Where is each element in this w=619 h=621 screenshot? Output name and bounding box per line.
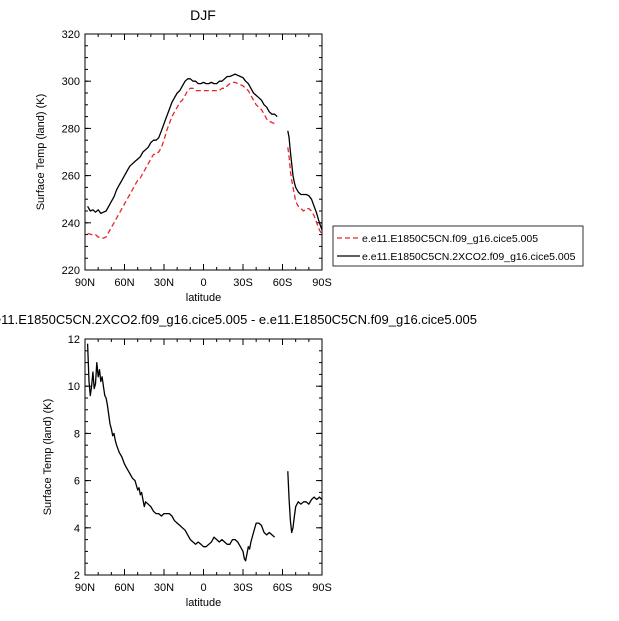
x-tick-label: 30S xyxy=(233,582,253,594)
legend: e.e11.E1850C5CN.f09_g16.cice5.005 e.e11.E… xyxy=(332,225,584,267)
y-axis-label: Surface Temp (land) (K) xyxy=(42,399,54,516)
x-tick-label: 30N xyxy=(154,277,174,289)
series-line-1 xyxy=(86,343,276,562)
x-axis-label: latitude xyxy=(186,597,221,609)
x-tick-label: 30N xyxy=(154,582,174,594)
series-line-1 xyxy=(287,147,323,235)
y-tick-label: 8 xyxy=(74,428,80,440)
series-line-1 xyxy=(87,81,275,239)
chart-panel-2: 90N 60N 30N 0 30S 60S 90S 2 4 6 8 10 12 latitude Surfa… xyxy=(0,312,477,609)
y-tick-label: 6 xyxy=(74,476,80,488)
x-tick-label: 60N xyxy=(114,277,134,289)
series-line-2 xyxy=(287,130,323,231)
x-tick-label: 90S xyxy=(312,277,332,289)
x-tick-label: 30S xyxy=(233,277,253,289)
x-tick-label: 90N xyxy=(75,582,95,594)
y-tick-label: 320 xyxy=(62,29,80,41)
y-tick-label: 12 xyxy=(68,334,80,346)
y-tick-label: 4 xyxy=(74,523,80,535)
series-line-2 xyxy=(87,73,278,215)
chart-title: DJF xyxy=(190,7,216,23)
legend-box xyxy=(332,225,584,267)
x-tick-label: 60S xyxy=(273,582,293,594)
y-tick-label: 220 xyxy=(62,265,80,277)
x-tick-label: 0 xyxy=(200,582,206,594)
plot-frame xyxy=(84,338,323,576)
x-tick-label: 90N xyxy=(75,277,95,289)
plot-frame xyxy=(84,33,323,271)
x-tick-label: 0 xyxy=(200,277,206,289)
x-tick-label: 60S xyxy=(273,277,293,289)
y-tick-label: 10 xyxy=(68,381,80,393)
y-tick-label: 300 xyxy=(62,76,80,88)
y-tick-label: 2 xyxy=(74,570,80,582)
y-tick-label: 260 xyxy=(62,171,80,183)
y-tick-label: 240 xyxy=(62,218,80,230)
y-axis-label: Surface Temp (land) (K) xyxy=(35,94,47,211)
y-tick-label: 280 xyxy=(62,123,80,135)
x-tick-label: 60N xyxy=(114,582,134,594)
legend-entry-1: e.e11.E1850C5CN.f09_g16.cice5.005 xyxy=(362,233,538,245)
x-tick-label: 90S xyxy=(312,582,332,594)
series-line-1 xyxy=(287,471,323,534)
chart-panel-1: 90N 60N 30N 0 30S 60S 90S 220 240 260 280 300 320 lat… xyxy=(35,7,332,304)
legend-entry-2: e.e11.E1850C5CN.2XCO2.f09_g16.cice5.005 xyxy=(362,251,576,263)
x-axis-label: latitude xyxy=(186,292,221,304)
chart-title: e.e11.E1850C5CN.2XCO2.f09_g16.cice5.005 … xyxy=(0,312,477,327)
